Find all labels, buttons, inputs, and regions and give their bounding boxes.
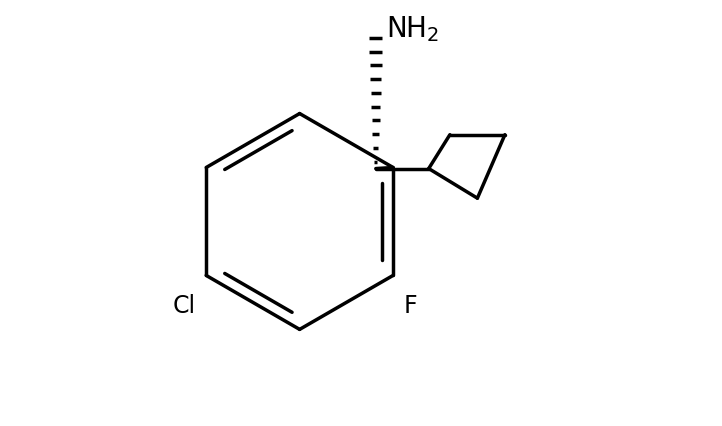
Text: F: F bbox=[404, 294, 417, 319]
Text: Cl: Cl bbox=[173, 294, 196, 319]
Text: NH$_2$: NH$_2$ bbox=[386, 14, 440, 44]
